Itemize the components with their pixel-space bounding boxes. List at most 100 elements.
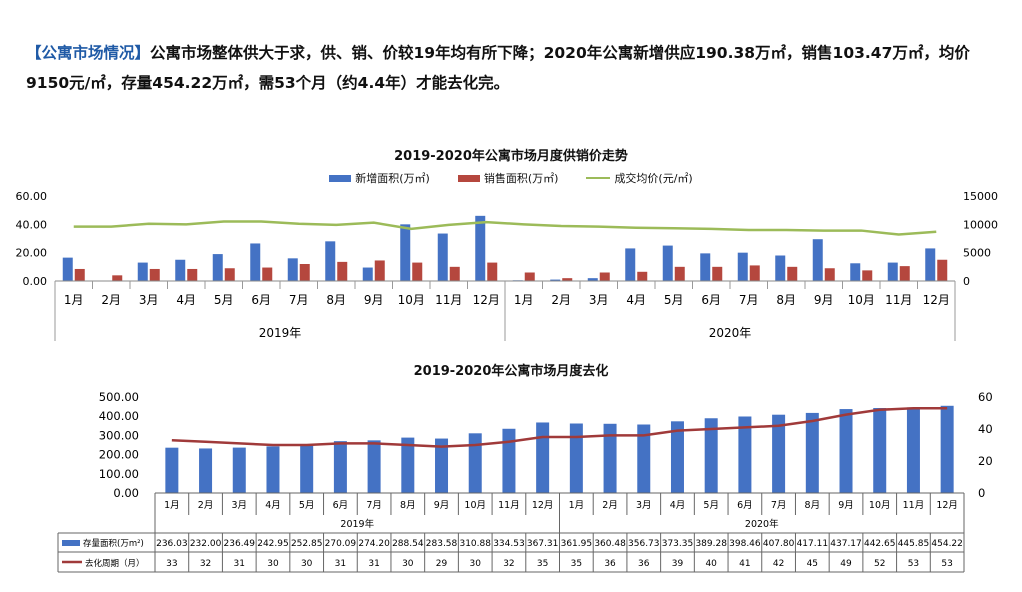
y-left-tick: 0.00 xyxy=(23,275,48,288)
table-value-cycle: 33 xyxy=(166,559,177,569)
bar-new-area xyxy=(62,257,73,281)
bar-stock-area xyxy=(569,423,583,493)
x-group-label: 2020年 xyxy=(709,326,752,340)
bar-new-area xyxy=(775,255,786,281)
y-left-tick: 40.00 xyxy=(16,218,48,231)
x-tick-label: 6月 xyxy=(701,293,721,307)
x-tick-label: 3月 xyxy=(231,500,247,511)
x-tick-label: 5月 xyxy=(703,500,719,511)
x-tick-label: 2月 xyxy=(198,500,214,511)
bar-new-area xyxy=(700,253,711,281)
table-value-cycle: 39 xyxy=(672,559,684,569)
bar-stock-area xyxy=(333,441,347,493)
y-left-tick: 0.00 xyxy=(113,486,139,500)
x-tick-label: 4月 xyxy=(626,293,646,307)
table-value-stock: 356.73 xyxy=(628,539,660,549)
x-group-label: 2019年 xyxy=(259,326,302,340)
table-value-cycle: 35 xyxy=(537,559,548,569)
x-tick-label: 9月 xyxy=(838,500,854,511)
table-value-cycle: 30 xyxy=(402,559,414,569)
chart1-legend: 新增面积(万㎡) 销售面积(万㎡) 成交均价(元/㎡) xyxy=(0,170,1022,186)
bar-stock-area xyxy=(906,407,920,493)
headline-body: 公寓市场整体供大于求，供、销、价较19年均有所下降；2020年公寓新增供应190… xyxy=(26,44,970,92)
bar-sold-area xyxy=(524,272,535,281)
legend-swatch-red xyxy=(457,174,480,182)
x-tick-label: 7月 xyxy=(366,500,382,511)
bar-stock-area xyxy=(266,446,280,493)
table-value-stock: 274.20 xyxy=(358,539,390,549)
bar-new-area xyxy=(887,262,898,281)
y-right-tick: 20 xyxy=(978,454,993,468)
bar-new-area xyxy=(737,252,748,281)
x-tick-label: 9月 xyxy=(364,293,384,307)
x-tick-label: 1月 xyxy=(514,293,534,307)
table-value-stock: 373.35 xyxy=(662,539,694,549)
bar-stock-area xyxy=(772,414,786,493)
y-left-tick: 20.00 xyxy=(16,247,48,260)
legend-label-cycle: 去化周期（月） xyxy=(85,558,145,569)
bar-sold-area xyxy=(674,266,685,281)
table-value-cycle: 35 xyxy=(571,559,582,569)
table-value-stock: 288.54 xyxy=(392,539,424,549)
x-tick-label: 10月 xyxy=(848,293,875,307)
bar-stock-area xyxy=(300,444,314,493)
bar-sold-area xyxy=(74,268,85,281)
bar-sold-area xyxy=(862,270,873,281)
legend-label-stock: 存量面积(万m²) xyxy=(83,538,144,549)
bar-stock-area xyxy=(165,447,179,493)
x-tick-label: 6月 xyxy=(737,500,753,511)
bar-new-area xyxy=(625,248,636,281)
legend-item-new-area: 新增面积(万㎡) xyxy=(329,170,430,186)
line-sell-cycle xyxy=(171,406,948,448)
bar-new-area xyxy=(362,267,373,281)
x-tick-label: 11月 xyxy=(903,500,925,511)
x-tick-label: 12月 xyxy=(923,293,950,307)
x-tick-label: 5月 xyxy=(664,293,684,307)
x-group-label: 2020年 xyxy=(745,518,779,530)
x-tick-label: 9月 xyxy=(434,500,450,511)
bar-stock-area xyxy=(468,433,482,493)
x-tick-label: 8月 xyxy=(326,293,346,307)
bar-sold-area xyxy=(937,259,948,281)
y-right-tick: 0 xyxy=(963,275,970,288)
x-tick-label: 6月 xyxy=(251,293,271,307)
bar-sold-area xyxy=(562,278,573,281)
table-value-cycle: 40 xyxy=(705,559,717,569)
x-tick-label: 2月 xyxy=(551,293,571,307)
table-value-cycle: 49 xyxy=(840,559,852,569)
bar-stock-area xyxy=(435,438,449,493)
y-right-tick: 15000 xyxy=(963,190,998,203)
x-tick-label: 12月 xyxy=(473,293,500,307)
x-tick-label: 10月 xyxy=(398,293,425,307)
table-value-stock: 437.17 xyxy=(830,539,862,549)
y-left-tick: 500.00 xyxy=(99,390,139,404)
table-value-cycle: 29 xyxy=(436,559,448,569)
x-tick-label: 7月 xyxy=(739,293,759,307)
x-tick-label: 8月 xyxy=(776,293,796,307)
x-tick-label: 1月 xyxy=(164,500,180,511)
bar-new-area xyxy=(137,262,148,281)
table-value-cycle: 30 xyxy=(267,559,279,569)
x-tick-label: 4月 xyxy=(265,500,281,511)
table-value-cycle: 32 xyxy=(503,559,514,569)
bar-stock-area xyxy=(839,409,853,493)
table-value-stock: 334.53 xyxy=(493,539,525,549)
table-value-stock: 442.65 xyxy=(864,539,896,549)
y-right-tick: 10000 xyxy=(963,218,998,231)
x-tick-label: 12月 xyxy=(532,500,554,511)
x-tick-label: 9月 xyxy=(814,293,834,307)
x-tick-label: 1月 xyxy=(569,500,585,511)
chart1-title: 2019-2020年公寓市场月度供销价走势 xyxy=(394,149,628,164)
x-tick-label: 7月 xyxy=(771,500,787,511)
bar-new-area xyxy=(437,233,448,281)
table-value-cycle: 53 xyxy=(941,559,952,569)
x-tick-label: 8月 xyxy=(805,500,821,511)
x-tick-label: 11月 xyxy=(498,500,520,511)
bar-sold-area xyxy=(299,264,310,281)
x-tick-label: 1月 xyxy=(64,293,84,307)
x-tick-label: 3月 xyxy=(589,293,609,307)
x-tick-label: 12月 xyxy=(936,500,958,511)
table-value-stock: 360.48 xyxy=(594,539,626,549)
x-tick-label: 8月 xyxy=(400,500,416,511)
